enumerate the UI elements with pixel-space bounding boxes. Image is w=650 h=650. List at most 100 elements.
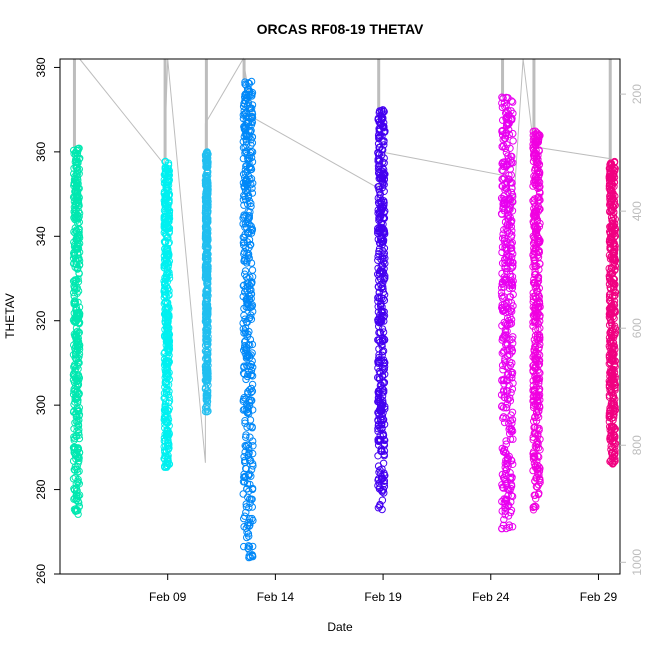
data-point <box>532 482 541 491</box>
data-point <box>203 408 211 416</box>
data-point <box>610 413 618 422</box>
data-point <box>378 505 386 514</box>
data-point <box>74 371 83 379</box>
x-tick-label: Feb 24 <box>472 590 510 604</box>
data-point <box>379 106 387 114</box>
data-point <box>75 343 84 351</box>
data-point <box>609 391 617 399</box>
data-point <box>244 155 252 163</box>
data-point <box>530 452 538 460</box>
data-point <box>74 398 82 407</box>
data-point <box>75 352 83 361</box>
series-layer <box>69 59 620 562</box>
data-point <box>501 475 509 484</box>
data-point <box>75 345 84 354</box>
data-point <box>72 377 81 386</box>
data-point <box>241 349 249 357</box>
data-point <box>508 370 516 379</box>
data-point <box>605 297 614 305</box>
data-point <box>531 491 539 499</box>
data-point <box>374 393 383 402</box>
data-point <box>534 274 542 282</box>
y2-tick-label: 600 <box>630 318 644 338</box>
data-point <box>242 112 250 121</box>
data-point <box>240 478 249 486</box>
data-point <box>75 194 83 202</box>
data-point <box>73 194 81 202</box>
data-point <box>530 318 539 326</box>
data-point <box>378 110 386 118</box>
data-point <box>203 329 211 337</box>
data-point <box>75 425 83 434</box>
data-point <box>506 278 514 287</box>
data-point <box>375 208 384 217</box>
series-rf13 <box>497 59 517 533</box>
data-point <box>380 356 388 364</box>
data-point <box>498 361 507 370</box>
data-point <box>241 456 249 465</box>
data-point <box>610 458 619 466</box>
data-point <box>249 449 257 458</box>
data-point <box>73 214 81 222</box>
data-point <box>498 143 506 151</box>
data-point <box>605 360 613 368</box>
data-point <box>501 218 510 226</box>
data-point <box>377 407 386 415</box>
data-point <box>380 213 388 222</box>
data-point <box>375 186 383 194</box>
data-point <box>73 450 81 458</box>
data-point <box>607 399 616 408</box>
data-point <box>72 156 80 164</box>
data-point <box>532 212 540 221</box>
data-point <box>381 127 389 135</box>
data-point <box>609 255 617 263</box>
data-point <box>374 388 382 396</box>
data-point <box>380 244 389 253</box>
data-point <box>534 440 542 448</box>
data-point <box>75 404 84 412</box>
data-point <box>531 222 539 230</box>
y2-axis: 200 400 600 800 1000 <box>620 84 644 576</box>
data-point <box>162 181 170 189</box>
data-point <box>160 190 169 198</box>
data-point <box>499 348 508 356</box>
data-point <box>75 144 83 153</box>
data-point <box>204 305 212 314</box>
data-point <box>606 208 614 216</box>
data-point <box>504 258 512 266</box>
y-axis-label: THETAV <box>3 293 17 339</box>
data-point <box>161 374 169 382</box>
data-point <box>500 234 509 243</box>
data-point <box>508 307 516 316</box>
data-point <box>165 387 173 396</box>
data-point <box>374 397 382 406</box>
data-point <box>533 474 541 482</box>
data-point <box>507 188 516 197</box>
data-point <box>74 338 83 346</box>
data-point <box>376 269 384 278</box>
data-point <box>610 432 619 440</box>
data-point <box>379 379 387 387</box>
data-point <box>161 291 169 299</box>
data-point <box>240 304 248 313</box>
chart-title: ORCAS RF08-19 THETAV <box>257 21 424 37</box>
data-point <box>535 237 544 245</box>
data-point <box>503 341 512 349</box>
data-point <box>498 524 506 533</box>
data-point <box>529 403 538 412</box>
data-point <box>531 268 539 276</box>
data-point <box>500 515 508 524</box>
data-point <box>161 262 169 270</box>
data-point <box>506 487 514 495</box>
data-point <box>535 343 543 351</box>
data-point <box>508 281 516 289</box>
data-point <box>609 275 618 283</box>
data-point <box>535 351 544 359</box>
data-point <box>501 394 509 402</box>
data-point <box>244 362 252 370</box>
data-point <box>377 107 385 115</box>
data-point <box>508 273 517 281</box>
data-point <box>72 255 80 263</box>
data-point <box>203 160 211 168</box>
